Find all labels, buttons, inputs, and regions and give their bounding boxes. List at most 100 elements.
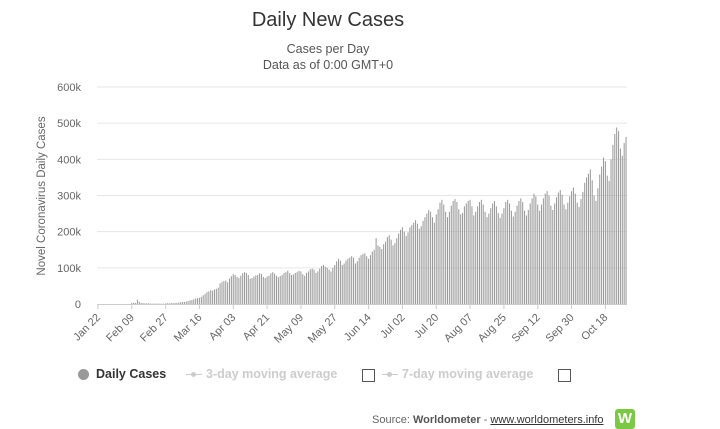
daily-cases-bar[interactable] (604, 161, 606, 304)
daily-cases-bar[interactable] (198, 297, 200, 304)
daily-cases-bar[interactable] (509, 203, 511, 304)
daily-cases-bar[interactable] (584, 182, 586, 304)
daily-cases-bar[interactable] (411, 225, 413, 304)
daily-cases-bar[interactable] (313, 269, 315, 304)
source-link[interactable]: www.worldometers.info (490, 414, 604, 426)
daily-cases-bar[interactable] (571, 191, 573, 304)
daily-cases-bar[interactable] (172, 303, 174, 304)
daily-cases-bar[interactable] (360, 255, 362, 304)
daily-cases-bar[interactable] (390, 239, 392, 304)
daily-cases-bar[interactable] (550, 205, 552, 304)
daily-cases-bar[interactable] (501, 213, 503, 304)
daily-cases-bar[interactable] (595, 200, 597, 304)
daily-cases-bar[interactable] (522, 202, 524, 304)
daily-cases-bar[interactable] (292, 274, 294, 304)
daily-cases-bar[interactable] (140, 302, 142, 304)
daily-cases-bar[interactable] (599, 174, 601, 304)
daily-cases-bar[interactable] (431, 217, 433, 304)
daily-cases-bar[interactable] (418, 228, 420, 304)
daily-cases-bar[interactable] (587, 173, 589, 304)
daily-cases-bar[interactable] (213, 289, 215, 304)
daily-cases-bar[interactable] (537, 204, 539, 304)
daily-cases-bar[interactable] (574, 193, 576, 304)
daily-cases-bar[interactable] (572, 187, 574, 304)
daily-cases-bar[interactable] (272, 272, 274, 304)
daily-cases-bar[interactable] (546, 191, 548, 304)
daily-cases-bar[interactable] (260, 273, 262, 304)
daily-cases-bar[interactable] (259, 273, 261, 304)
daily-cases-bar[interactable] (322, 264, 324, 304)
daily-cases-bar[interactable] (554, 203, 556, 304)
daily-cases-bar[interactable] (497, 212, 499, 304)
daily-cases-bar[interactable] (247, 275, 249, 304)
daily-cases-bar[interactable] (471, 206, 473, 304)
daily-cases-bar[interactable] (168, 303, 170, 304)
daily-cases-bar[interactable] (400, 229, 402, 304)
daily-cases-bar[interactable] (484, 211, 486, 304)
daily-cases-bar[interactable] (138, 301, 140, 304)
daily-cases-bar[interactable] (285, 272, 287, 304)
daily-cases-bar[interactable] (193, 299, 195, 304)
daily-cases-bar[interactable] (275, 275, 277, 304)
daily-cases-bar[interactable] (317, 271, 319, 304)
daily-cases-bar[interactable] (174, 302, 176, 304)
daily-cases-bar[interactable] (384, 241, 387, 304)
daily-cases-bar[interactable] (533, 193, 535, 304)
daily-cases-bar[interactable] (148, 303, 150, 304)
daily-cases-bar[interactable] (450, 205, 452, 304)
daily-cases-bar[interactable] (264, 277, 266, 304)
daily-cases-bar[interactable] (420, 226, 422, 304)
daily-cases-bar[interactable] (623, 143, 625, 304)
daily-cases-bar[interactable] (569, 196, 571, 304)
daily-cases-bar[interactable] (228, 278, 231, 304)
daily-cases-bar[interactable] (490, 208, 492, 304)
daily-cases-bar[interactable] (458, 209, 460, 304)
daily-cases-bar[interactable] (262, 276, 264, 305)
daily-cases-bar[interactable] (373, 249, 375, 304)
daily-cases-bar[interactable] (556, 197, 558, 304)
daily-cases-bar[interactable] (520, 198, 522, 304)
daily-cases-bar[interactable] (514, 211, 516, 304)
daily-cases-bar[interactable] (456, 202, 458, 304)
daily-cases-bar[interactable] (354, 263, 356, 304)
daily-cases-bar[interactable] (300, 271, 302, 304)
daily-cases-bar[interactable] (586, 177, 588, 304)
daily-cases-bar[interactable] (443, 204, 445, 304)
daily-cases-bar[interactable] (430, 211, 432, 304)
daily-cases-bar[interactable] (401, 227, 403, 304)
daily-cases-bar[interactable] (422, 220, 424, 304)
legend-item-daily-cases[interactable]: Daily Cases (78, 367, 166, 381)
daily-cases-bar[interactable] (277, 277, 279, 304)
daily-cases-bar[interactable] (482, 204, 484, 304)
daily-cases-bar[interactable] (144, 303, 146, 304)
daily-cases-bar[interactable] (217, 287, 219, 304)
daily-cases-bar[interactable] (183, 301, 185, 304)
daily-cases-bar[interactable] (580, 199, 582, 304)
checkbox-7-day-average[interactable] (558, 369, 571, 382)
daily-cases-bar[interactable] (510, 210, 512, 304)
daily-cases-bar[interactable] (240, 275, 242, 304)
daily-cases-bar[interactable] (403, 231, 405, 304)
daily-cases-bar[interactable] (433, 222, 435, 305)
daily-cases-bar[interactable] (524, 210, 526, 304)
daily-cases-bar[interactable] (405, 236, 407, 304)
daily-cases-bar[interactable] (358, 257, 360, 304)
daily-cases-bar[interactable] (493, 200, 496, 304)
daily-cases-bar[interactable] (180, 302, 182, 304)
daily-cases-bar[interactable] (319, 268, 321, 304)
daily-cases-bar[interactable] (439, 202, 441, 304)
daily-cases-bar[interactable] (445, 211, 447, 304)
daily-cases-bar[interactable] (478, 202, 480, 304)
daily-cases-bar[interactable] (244, 272, 246, 304)
daily-cases-bar[interactable] (469, 199, 471, 304)
daily-cases-bar[interactable] (441, 199, 443, 304)
daily-cases-bar[interactable] (227, 282, 229, 304)
daily-cases-bar[interactable] (351, 256, 353, 304)
daily-cases-bar[interactable] (257, 275, 259, 304)
daily-cases-bar[interactable] (463, 206, 465, 304)
daily-cases-bar[interactable] (409, 227, 411, 304)
daily-cases-bar[interactable] (492, 203, 494, 304)
daily-cases-bar[interactable] (287, 270, 289, 304)
daily-cases-bar[interactable] (236, 276, 238, 305)
daily-cases-bar[interactable] (460, 214, 462, 304)
